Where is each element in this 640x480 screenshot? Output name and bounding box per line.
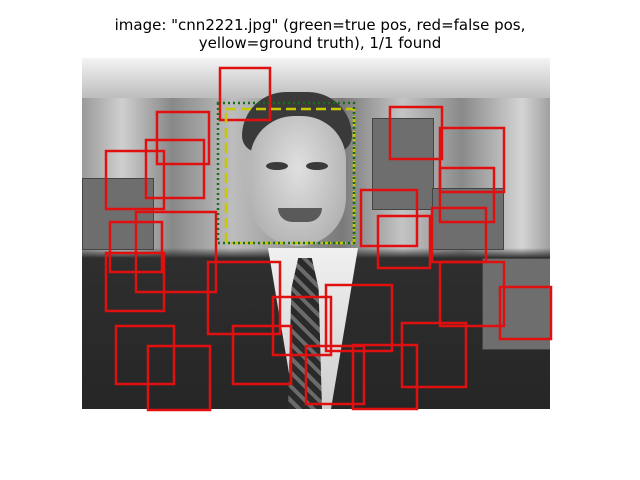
face bbox=[250, 116, 346, 246]
title-line-2: yellow=ground truth), 1/1 found bbox=[198, 34, 442, 52]
right-eye bbox=[306, 162, 328, 170]
title-line-1: image: "cnn2221.jpg" (green=true pos, re… bbox=[114, 16, 526, 34]
tie bbox=[288, 258, 322, 409]
figure-title: image: "cnn2221.jpg" (green=true pos, re… bbox=[0, 16, 640, 52]
photo bbox=[82, 58, 550, 409]
ceiling-region bbox=[82, 58, 550, 98]
background-machine bbox=[432, 188, 504, 250]
left-eye bbox=[266, 162, 288, 170]
background-machine bbox=[82, 178, 154, 250]
background-machine bbox=[482, 258, 550, 350]
background-machine bbox=[372, 118, 434, 210]
